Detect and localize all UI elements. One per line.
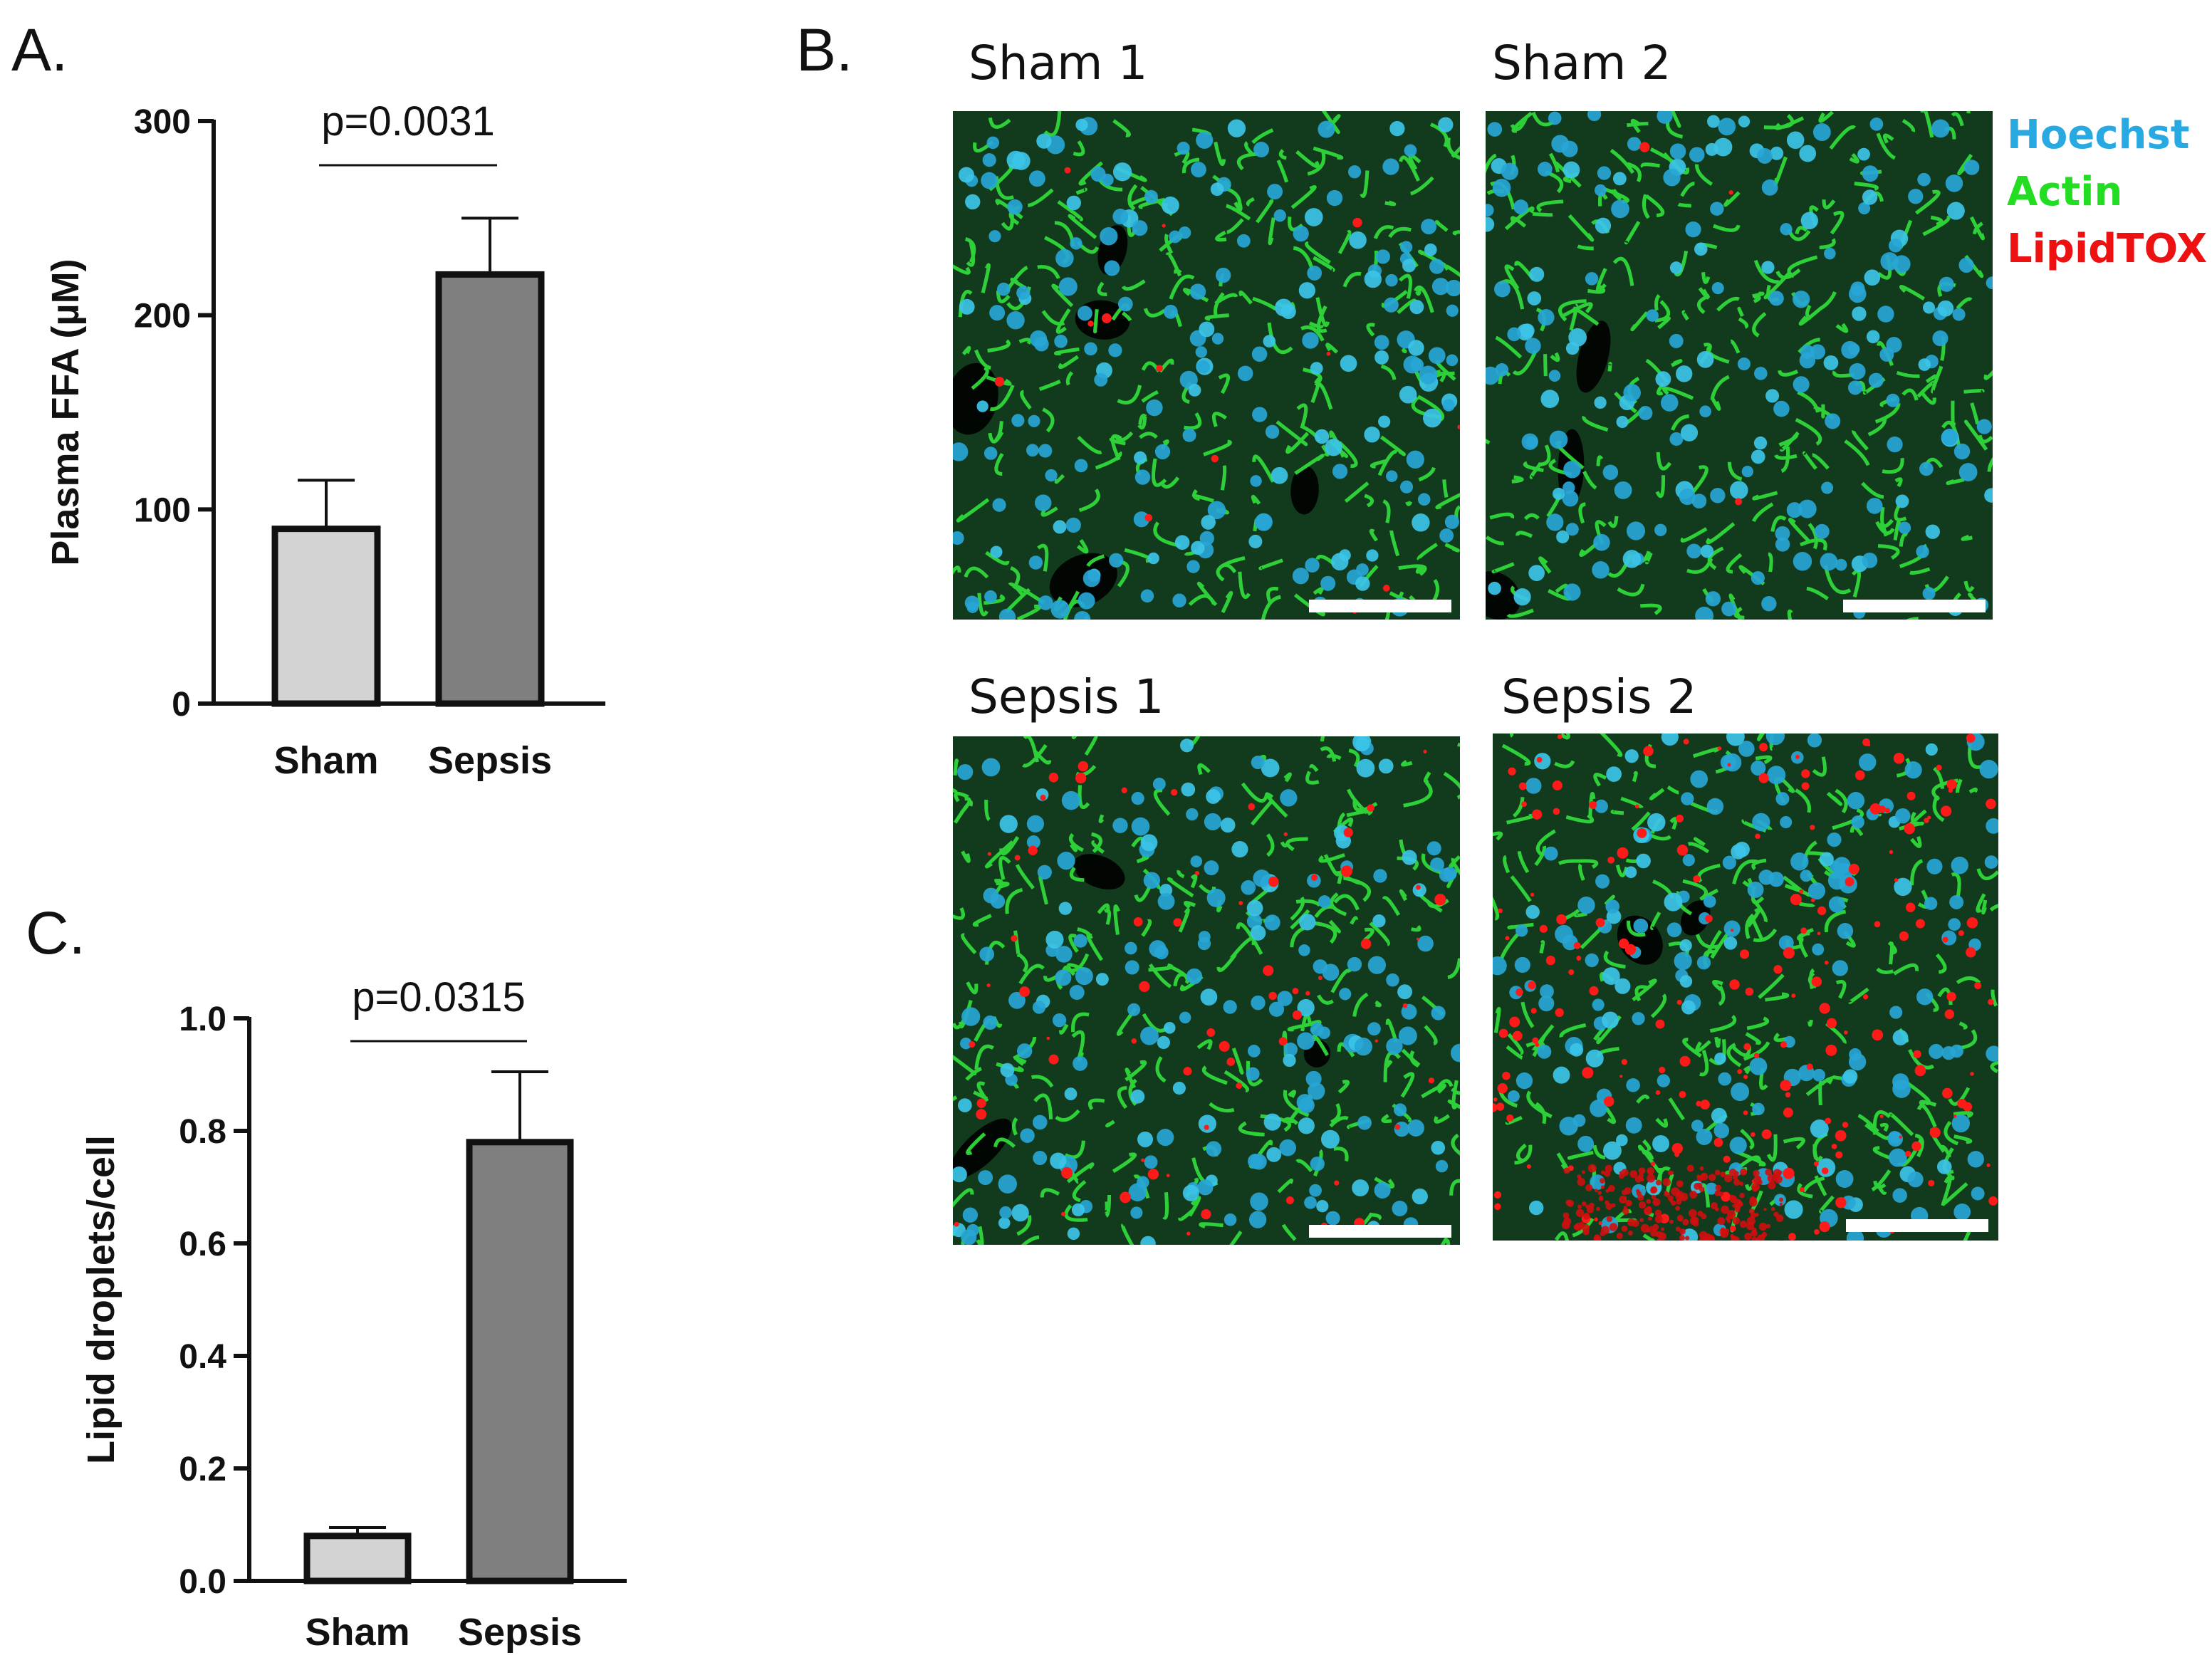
p-value-label: p=0.0031 xyxy=(321,98,495,145)
micrograph-texture xyxy=(1486,111,1993,620)
panel-letter-a: A. xyxy=(11,16,68,83)
y-tick-label: 0.8 xyxy=(179,1113,226,1151)
category-label-sepsis: Sepsis xyxy=(428,739,552,782)
micrograph-title-sepsis-2: Sepsis 2 xyxy=(1501,669,1697,724)
bar-sepsis xyxy=(466,1139,574,1584)
y-axis-title: Lipid droplets/cell xyxy=(80,1135,122,1464)
category-label-sepsis: Sepsis xyxy=(458,1611,582,1654)
y-tick-label: 0.4 xyxy=(179,1338,226,1376)
micrograph-title-sham-1: Sham 1 xyxy=(969,36,1148,90)
legend-item-actin: Actin xyxy=(2007,169,2123,215)
micrograph-title-sham-2: Sham 2 xyxy=(1492,36,1671,90)
micrograph-texture xyxy=(953,736,1460,1245)
micrograph-sham-1 xyxy=(953,111,1460,620)
y-tick-label: 100 xyxy=(134,491,191,529)
micrograph-title-sepsis-1: Sepsis 1 xyxy=(969,669,1164,724)
bar-sham xyxy=(303,1533,412,1584)
micrograph-sepsis-2 xyxy=(1493,733,1998,1241)
y-tick-label: 0.6 xyxy=(179,1226,226,1263)
y-tick-label: 1.0 xyxy=(179,1001,226,1038)
y-tick-label: 0.0 xyxy=(179,1563,226,1601)
category-label-sham: Sham xyxy=(305,1611,409,1654)
channel-legend: Hoechst Actin LipidTOX xyxy=(2007,107,2207,278)
category-label-sham: Sham xyxy=(273,739,378,782)
micrograph-texture xyxy=(953,111,1460,620)
chart-ffa-group: 0 100 200 300 Sham Sepsis p=0.0031 Plasma FFA (… xyxy=(44,98,605,782)
panel-letter-c: C. xyxy=(26,899,85,966)
y-axis-title: Plasma FFA (µM) xyxy=(44,259,87,565)
y-tick-label: 0.2 xyxy=(179,1451,226,1488)
scale-bar-sepsis-2 xyxy=(1846,1219,1988,1232)
scale-bar-sham-2 xyxy=(1843,600,1986,612)
y-tick-label: 0 xyxy=(172,686,191,724)
chart-lipid-droplets: 0.0 0.2 0.4 0.6 0.8 1.0 Sham Sepsis p=0.0315 Lipi… xyxy=(80,974,627,1654)
chart-lipid-group: 0.0 0.2 0.4 0.6 0.8 1.0 Sham Sepsis p=0.0315 Lipi… xyxy=(80,974,627,1654)
bar-sepsis xyxy=(435,271,545,707)
chart-plasma-ffa: 0 100 200 300 Sham Sepsis p=0.0031 Plasma FFA (… xyxy=(44,98,605,782)
scale-bar-sham-1 xyxy=(1309,600,1451,612)
p-value-label: p=0.0315 xyxy=(352,974,526,1020)
bar-sham xyxy=(271,526,381,707)
legend-item-hoechst: Hoechst xyxy=(2007,112,2190,158)
legend-item-lipidtox: LipidTOX xyxy=(2007,226,2208,272)
panel-letter-b: B. xyxy=(796,16,853,83)
micrograph-sepsis-1 xyxy=(953,736,1460,1245)
y-tick-label: 300 xyxy=(134,103,191,141)
micrograph-texture xyxy=(1493,733,1998,1241)
micrograph-sham-2 xyxy=(1486,111,1993,620)
scale-bar-sepsis-1 xyxy=(1309,1225,1451,1238)
y-tick-label: 200 xyxy=(134,298,191,335)
